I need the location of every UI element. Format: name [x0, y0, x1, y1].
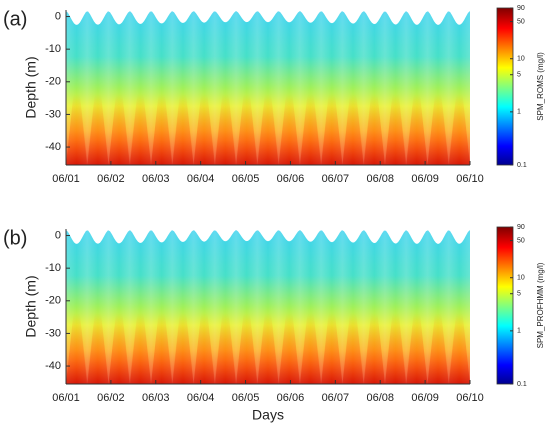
water-surface	[66, 9, 470, 25]
x-tick-label: 06/09	[411, 173, 439, 185]
x-tick-label: 06/01	[52, 173, 80, 185]
panel-label: (b)	[3, 227, 27, 249]
x-tick-label: 06/08	[366, 392, 394, 404]
heatmap-texture	[66, 10, 470, 165]
x-tick-label: 06/07	[322, 173, 350, 185]
x-tick-label: 06/06	[277, 173, 305, 185]
x-tick-label: 06/02	[97, 173, 125, 185]
colorbar-label: SPM_ROMS (mg/l)	[536, 52, 545, 121]
x-tick-label: 06/04	[187, 173, 215, 185]
colorbar-tick-label: 50	[517, 237, 525, 244]
colorbar-tick-label: 0.1	[517, 162, 527, 169]
y-tick-label: -30	[45, 327, 61, 339]
colorbar-tick-label: 5	[517, 291, 521, 298]
y-tick-label: -20	[45, 76, 61, 88]
y-tick-label: -30	[45, 108, 61, 120]
x-tick-label: 06/07	[322, 392, 350, 404]
heatmap-texture	[66, 229, 470, 384]
colorbar-tick-label: 10	[517, 56, 525, 63]
x-tick-label: 06/05	[232, 392, 260, 404]
colorbar-tick-label: 50	[517, 18, 525, 25]
y-tick-label: 0	[55, 229, 61, 241]
x-tick-label: 06/03	[142, 392, 170, 404]
y-tick-label: -40	[45, 360, 61, 372]
x-tick-label: 06/09	[411, 392, 439, 404]
y-axis-label: Depth (m)	[23, 56, 39, 118]
colorbar-tick-label: 90	[517, 224, 525, 231]
water-surface	[66, 228, 470, 244]
x-tick-label: 06/05	[232, 173, 260, 185]
y-tick-label: -10	[45, 43, 61, 55]
y-tick-label: -10	[45, 262, 61, 274]
colorbar-tick-label: 1	[517, 328, 521, 335]
colorbar-tick-label: 0.1	[517, 381, 527, 388]
x-tick-label: 06/01	[52, 392, 80, 404]
colorbar-label: SPM_PROFHMM (mg/l)	[536, 262, 545, 348]
colorbar-tick-label: 10	[517, 275, 525, 282]
colorbar-tick-label: 90	[517, 5, 525, 12]
colorbar-tick-label: 5	[517, 72, 521, 79]
x-tick-label: 06/03	[142, 173, 170, 185]
x-tick-label: 06/04	[187, 392, 215, 404]
y-tick-label: -40	[45, 141, 61, 153]
y-axis-label: Depth (m)	[23, 275, 39, 337]
panel-label: (a)	[3, 8, 27, 30]
colorbar	[496, 7, 514, 166]
y-tick-label: 0	[55, 10, 61, 22]
colorbar	[496, 226, 514, 385]
x-axis-label: Days	[252, 407, 284, 423]
x-tick-label: 06/06	[277, 392, 305, 404]
x-tick-label: 06/10	[456, 392, 484, 404]
x-tick-label: 06/08	[366, 173, 394, 185]
x-tick-label: 06/10	[456, 173, 484, 185]
x-tick-label: 06/02	[97, 392, 125, 404]
colorbar-tick-label: 1	[517, 109, 521, 116]
y-tick-label: -20	[45, 295, 61, 307]
